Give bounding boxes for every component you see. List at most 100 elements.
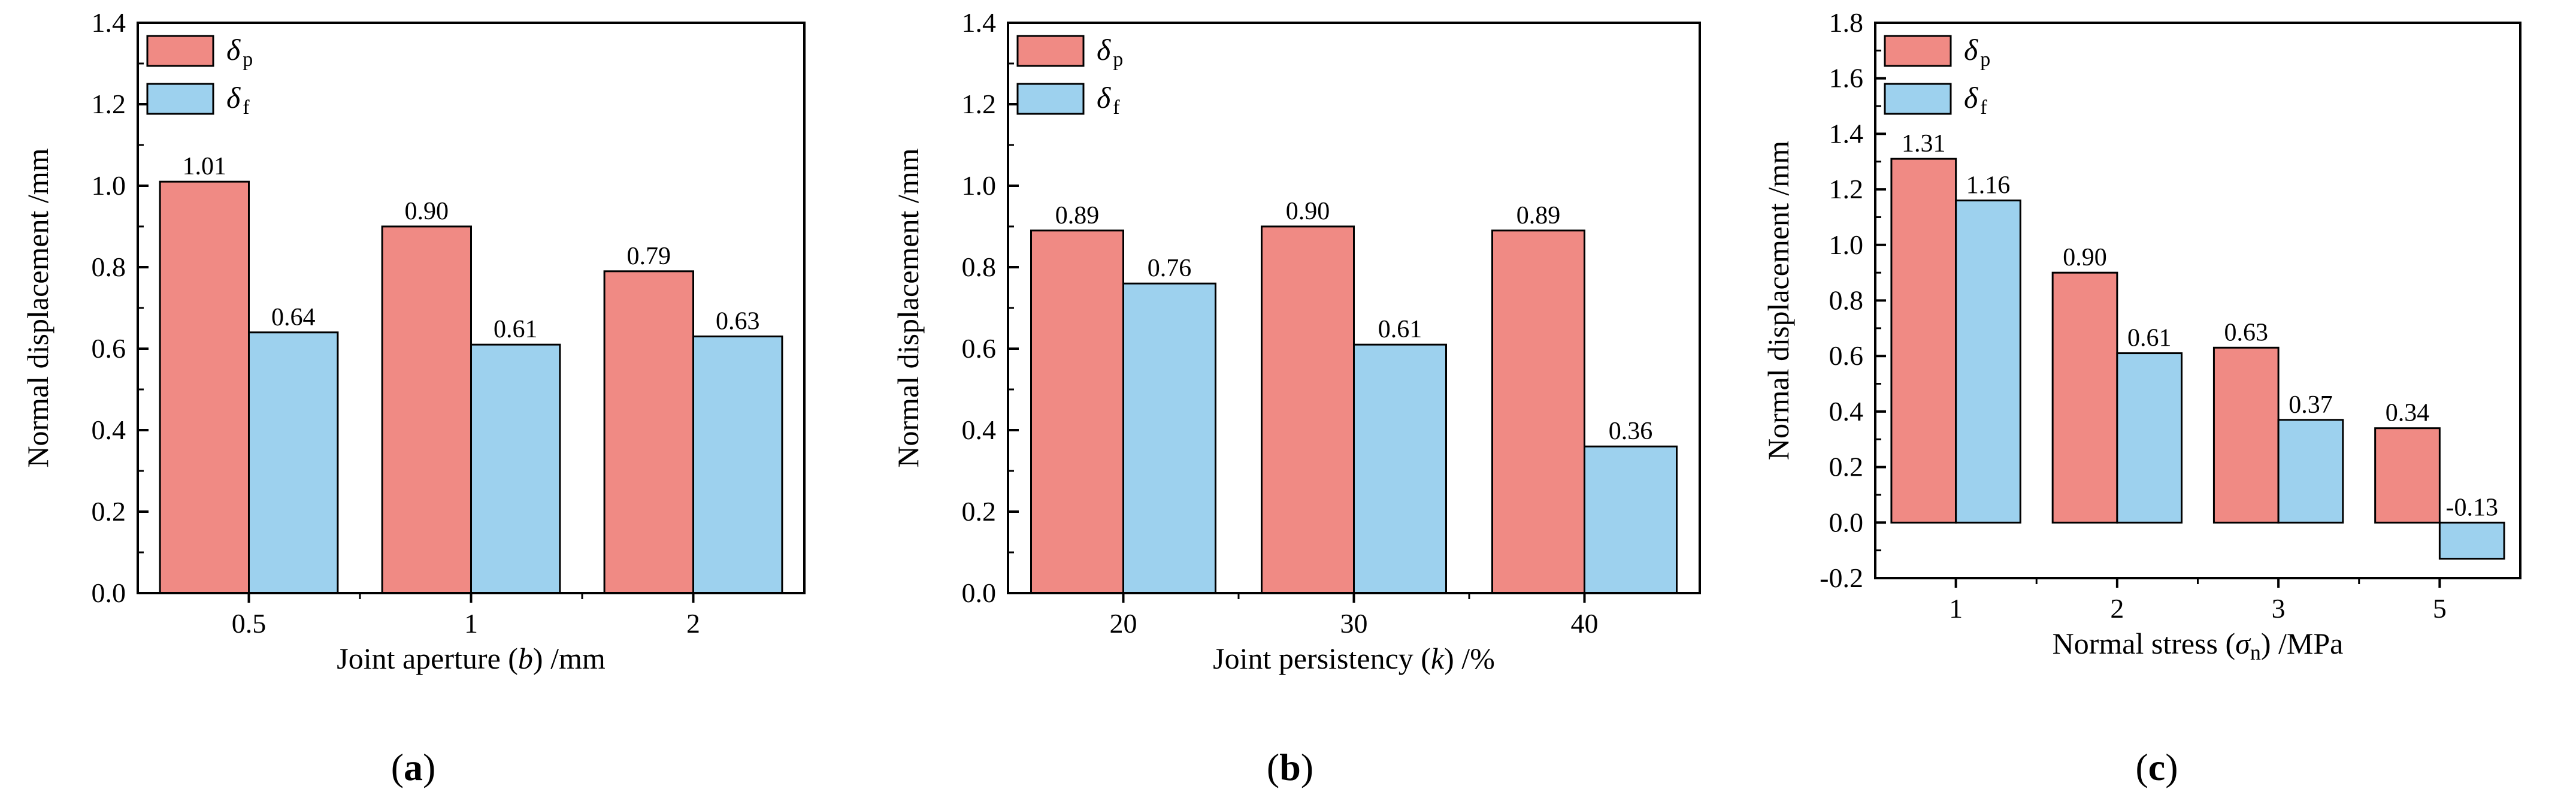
panel-c-bar-f-2 — [2277, 419, 2344, 524]
panel-c-legend-swatch-p — [1884, 35, 1952, 67]
panel-a-x-tick-label: 1 — [464, 608, 478, 639]
panel-a-value-label: 0.61 — [494, 316, 538, 343]
chart-panel-c: 1.310.900.630.341.160.610.37-0.13-0.20.0… — [1761, 7, 2521, 788]
panel-b-caption: (b) — [1267, 746, 1313, 788]
panel-a-x-axis-label: Joint aperture (b) /mm — [337, 642, 606, 675]
panel-b-value-label: 0.89 — [1516, 202, 1561, 229]
panel-c-x-tick-label: 3 — [2272, 593, 2286, 624]
panel-a-y-tick-label: 1.4 — [92, 7, 126, 38]
panel-c-y-tick-label: 0.6 — [1829, 340, 1864, 371]
panel-c-y-tick-label: 1.4 — [1829, 118, 1864, 149]
panel-a-bar-p-1 — [381, 225, 472, 594]
panel-b-value-label: 0.90 — [1286, 198, 1330, 225]
chart-panel-a: 1.010.900.790.64 0.61 0.630.00.20.40.60.81… — [21, 7, 806, 788]
panel-a-bar-f-0 — [248, 331, 339, 594]
panel-c-value-label: 1.16 — [1966, 172, 2011, 200]
panel-b-y-tick-label: 1.0 — [962, 170, 997, 201]
panel-b-legend-swatch-p — [1016, 35, 1085, 67]
panel-c-value-label: 0.61 — [2127, 325, 2172, 352]
panel-a-caption: (a) — [391, 746, 436, 788]
panel-c-x-axis-label: Normal stress (σn) /MPa — [2053, 627, 2344, 664]
panel-b-bar-p-2 — [1491, 229, 1585, 594]
panel-c-bar-f-0 — [1955, 200, 2021, 524]
panel-c-bar-f-3 — [2438, 521, 2505, 560]
panel-a-y-tick-label: 1.2 — [92, 89, 126, 119]
panel-b-bar-f-0 — [1122, 282, 1216, 594]
panel-c-bar-p-3 — [2374, 427, 2441, 524]
panel-b-legend-swatch-f — [1016, 83, 1085, 115]
panel-c-x-tick-label: 1 — [1949, 593, 1963, 624]
panel-b-y-tick-label: 0.2 — [962, 496, 997, 527]
panel-b-x-tick-label: 30 — [1340, 608, 1368, 639]
panel-b-bar-f-2 — [1584, 445, 1678, 594]
panel-b-x-tick-label: 20 — [1110, 608, 1137, 639]
panel-c-caption: (c) — [2135, 746, 2178, 788]
panel-b-y-axis-label: Normal displacement /mm — [891, 148, 925, 467]
panel-a-x-tick-label: 2 — [686, 608, 700, 639]
panel-b-x-tick-label: 40 — [1571, 608, 1599, 639]
panel-b-value-label: 0.61 — [1378, 316, 1422, 343]
panel-a-bar-p-2 — [603, 270, 694, 594]
panel-b-bar-p-1 — [1261, 225, 1355, 594]
panel-b-bar-p-0 — [1030, 229, 1124, 594]
panel-b-value-label: 0.76 — [1148, 255, 1192, 282]
panel-c-legend-swatch-f — [1884, 83, 1952, 115]
panel-c-value-label: 1.31 — [1902, 130, 1946, 158]
panel-a-y-tick-label: 0.4 — [92, 415, 126, 445]
panel-c-y-tick-label: 1.6 — [1829, 63, 1864, 93]
panel-c-bar-f-1 — [2116, 352, 2183, 524]
panel-a-bar-f-2 — [692, 335, 783, 594]
panel-a-y-tick-label: 0.6 — [92, 333, 126, 364]
panel-c-value-label: 0.37 — [2289, 391, 2333, 419]
panel-c-y-tick-label: 0.8 — [1829, 285, 1864, 316]
panel-c-bar-p-1 — [2051, 271, 2118, 524]
panel-b-y-tick-label: 1.2 — [962, 89, 997, 119]
panel-a-y-tick-label: 0.8 — [92, 252, 126, 282]
panel-a-value-label: 1.01 — [183, 153, 227, 180]
panel-c-y-tick-label: -0.2 — [1820, 563, 1863, 593]
panel-c-y-axis-label: Normal displacement /mm — [1761, 141, 1795, 460]
panel-c-value-label: 0.34 — [2386, 400, 2430, 427]
panel-c-value-label: -0.13 — [2445, 494, 2498, 521]
panel-c-bar-p-2 — [2212, 346, 2280, 524]
panel-a-legend-swatch-f — [146, 83, 214, 115]
panel-c-y-tick-label: 1.2 — [1829, 174, 1864, 204]
panel-c-value-label: 0.90 — [2063, 244, 2107, 271]
chart-panel-b: 0.89 0.90 0.89 0.76 0.61 0.36 0.0 0.2 0.4 0.6 0.8 1… — [891, 7, 1701, 788]
panel-a-bar-f-1 — [470, 343, 561, 594]
panel-b-y-tick-label: 0.4 — [962, 415, 997, 445]
panel-b-x-axis-label: Joint persistency (k) /% — [1213, 642, 1495, 675]
panel-a-bar-p-0 — [159, 180, 250, 594]
panel-a-value-label: 0.79 — [627, 243, 671, 270]
panel-b-bar-f-1 — [1353, 343, 1447, 594]
panel-b-y-tick-label: 0.6 — [962, 333, 997, 364]
panel-c-bar-p-0 — [1890, 158, 1957, 524]
panel-a-y-axis-label: Normal displacement /mm — [21, 148, 55, 467]
panel-b-value-label: 0.36 — [1609, 418, 1653, 445]
panel-a-y-tick-label: 0.0 — [92, 578, 126, 608]
panel-c-y-tick-label: 1.8 — [1829, 7, 1864, 38]
panel-b-value-label: 0.89 — [1055, 202, 1100, 229]
panel-a-legend-swatch-p — [146, 35, 214, 67]
panel-c-x-tick-label: 5 — [2433, 593, 2447, 624]
panel-c-y-tick-label: 0.4 — [1829, 396, 1864, 427]
panel-a-value-label: 0.90 — [405, 198, 449, 225]
panel-b-y-tick-label: 1.4 — [962, 7, 997, 38]
panel-c-value-label: 0.63 — [2224, 319, 2269, 346]
panel-b-y-tick-label: 0.0 — [962, 578, 997, 608]
panel-c-y-tick-label: 1.0 — [1829, 229, 1864, 260]
panel-a-value-label: 0.63 — [716, 308, 760, 335]
panel-a-y-tick-label: 1.0 — [92, 170, 126, 201]
panel-c-x-tick-label: 2 — [2110, 593, 2124, 624]
panel-a-value-label: 0.64 — [271, 304, 316, 331]
panel-c-y-tick-label: 0.2 — [1829, 452, 1864, 482]
panel-a-y-tick-label: 0.2 — [92, 496, 126, 527]
panel-c-y-tick-label: 0.0 — [1829, 507, 1864, 537]
